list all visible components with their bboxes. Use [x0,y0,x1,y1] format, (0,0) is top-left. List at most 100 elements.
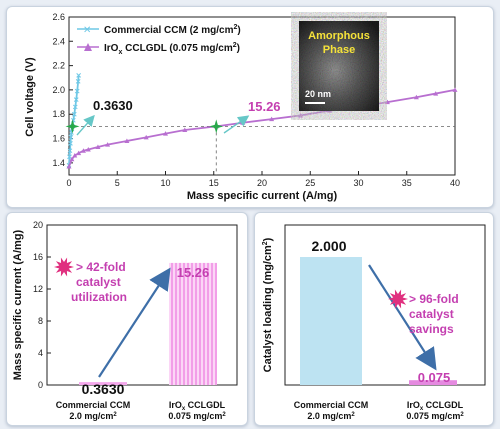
legend-marker-iro [84,43,92,51]
data-point [76,150,82,156]
data-point [384,99,390,105]
intersection-star [209,119,224,134]
y-tick-label: 1.4 [52,158,65,168]
polarization-chart: 1.4 1.6 1.8 2.0 2.2 2.4 2.6 0 5 10 15 20 25 30 35 40 M… [24,12,460,202]
x-axis-label: Mass specific current (A/mg) [187,190,338,202]
callout-line3: utilization [71,290,127,304]
x-tick-label: 5 [115,178,120,188]
bar-0 [79,382,127,385]
data-point [143,134,149,140]
tem-inset: Amorphous Phase 20 nm [299,21,379,111]
plot-frame [68,16,456,176]
inset-title-line1: Amorphous [308,30,370,42]
y-tick-label: 2.6 [52,12,65,22]
callout-line2: catalyst [409,307,454,321]
burst-icon [388,289,408,309]
data-point [72,153,78,158]
bars [79,262,217,385]
y-tick-label: 0 [38,380,43,390]
data-point [73,97,79,102]
y-axis-label: Cell voltage (V) [24,57,36,137]
value-label-ccm: 0.3630 [82,381,125,397]
decrease-arrow [368,264,437,371]
category-ccm-line1: Commercial CCM [56,400,131,410]
catalyst-loading-chart: Catalyst loading (mg/cm2) 2.000 0.075 > … [262,224,486,421]
value-label-iro: 0.075 [418,370,451,385]
data-point [413,94,419,100]
y-tick-label: 2.0 [52,85,65,95]
bar-1 [409,380,457,385]
x-tick-label: 25 [305,178,315,188]
data-point [105,142,111,147]
callout-line1: > 42-fold [76,260,126,274]
category-ccm-line2: 2.0 mg/cm2 [307,411,355,421]
callout-line3: savings [409,322,454,336]
mass-activity-chart: 0 4 8 12 16 20 Mass specific current (A/mg) 0… [12,220,238,421]
data-point [182,127,188,133]
y-tick-label: 2.2 [52,61,65,71]
increase-arrow [98,267,171,378]
y-tick-label: 4 [38,348,43,358]
data-point [75,79,81,84]
mass-activity-panel: 0 4 8 12 16 20 Mass specific current (A/mg) 0… [6,212,248,426]
bars [300,257,457,385]
data-point [163,131,168,136]
data-point [68,141,73,146]
y-tick-label: 20 [33,220,43,230]
data-point [66,163,72,169]
legend-marker-ccm: ✕ [83,25,91,36]
data-point [85,146,91,152]
data-point [298,112,304,118]
value-label-iro: 15.26 [177,265,210,280]
plot-frame [284,224,486,386]
inset-title-line2: Phase [323,44,355,56]
tem-image [299,21,379,111]
data-point [80,148,86,153]
polarization-panel: 1.4 1.6 1.8 2.0 2.2 2.4 2.6 0 5 10 15 20 25 30 35 40 M… [6,6,494,208]
intersection-markers [65,119,224,134]
series-group [66,72,458,169]
y-axis-label: Catalyst loading (mg/cm2) [262,237,274,372]
data-point [71,111,77,117]
intersection-star [65,119,80,134]
data-point [76,72,82,78]
callout-line2: catalyst [76,275,121,289]
category-ccm-line2: 2.0 mg/cm2 [69,411,117,421]
y-axis-ticks: 0 4 8 12 16 20 [33,220,51,390]
data-point [67,154,72,160]
data-point [68,134,74,140]
category-iro-line1: IrOx CCLGDL [169,400,226,412]
category-iro-line2: 0.075 mg/cm2 [168,411,226,421]
y-tick-label: 8 [38,316,43,326]
bar-1 [169,262,217,385]
y-tick-label: 2.4 [52,36,65,46]
x-tick-label: 10 [160,178,170,188]
data-point [124,138,130,143]
annotation-arrow-ccm [76,114,95,136]
category-ccm-line1: Commercial CCM [294,400,369,410]
x-tick-label: 30 [353,178,363,188]
y-tick-label: 1.8 [52,109,65,119]
data-point [72,104,78,110]
category-iro-line1: IrOx CCLGDL [407,400,464,412]
annotation-iro-value: 15.26 [248,99,281,114]
bar-0 [300,257,362,385]
y-tick-label: 12 [33,284,43,294]
y-axis-label: Mass specific current (A/mg) [12,229,24,380]
y-tick-label: 1.6 [52,134,65,144]
value-label-ccm: 2.000 [311,238,346,254]
catalyst-loading-panel: Catalyst loading (mg/cm2) 2.000 0.075 > … [254,212,494,426]
plot-frame [46,224,238,386]
category-iro-line2: 0.075 mg/cm2 [406,411,464,421]
callout-line1: > 96-fold [409,292,459,306]
annotation-ccm-value: 0.3630 [93,98,133,113]
x-tick-label: 20 [257,178,267,188]
data-point [452,87,458,92]
burst-icon [54,257,74,277]
x-tick-label: 0 [66,178,71,188]
data-point [69,156,75,162]
data-point [67,148,73,154]
reference-lines [69,125,455,175]
annotation-arrow-iro [223,115,250,134]
data-point [433,91,439,96]
